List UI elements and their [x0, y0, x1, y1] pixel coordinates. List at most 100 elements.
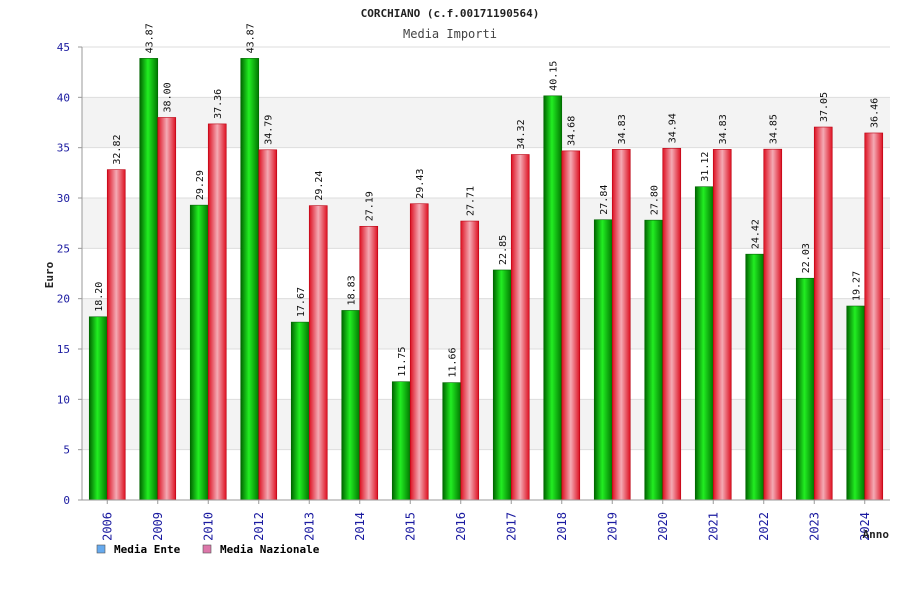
x-tick-label: 2021 [706, 512, 720, 541]
bar-media-ente [240, 58, 260, 501]
y-tick-label: 30 [57, 192, 70, 205]
data-label: 40.15 [549, 61, 560, 91]
x-tick-label: 2006 [100, 512, 114, 541]
data-label: 37.36 [213, 89, 224, 119]
bar-media-nazionale [813, 126, 833, 501]
x-tick-label: 2016 [454, 512, 468, 541]
bar-media-ente [492, 269, 512, 501]
bar-media-nazionale [308, 205, 328, 501]
data-label: 34.83 [718, 114, 729, 144]
x-tick-label: 2013 [302, 512, 316, 541]
data-label: 18.20 [94, 282, 105, 312]
legend: Media Ente Media Nazionale [96, 543, 320, 556]
data-label: 43.87 [246, 23, 257, 53]
bar-media-ente [694, 186, 714, 501]
bar-media-nazionale [157, 117, 177, 501]
x-tick-label: 2024 [858, 512, 872, 541]
legend-swatch-media-ente [96, 544, 106, 554]
bar-media-ente [795, 277, 815, 501]
x-tick-label: 2010 [201, 512, 215, 541]
bar-media-nazionale [460, 220, 480, 501]
legend-label-media-nazionale: Media Nazionale [220, 543, 320, 556]
bar-media-nazionale [561, 150, 581, 501]
y-tick-label: 10 [57, 393, 70, 406]
data-label: 38.00 [163, 82, 174, 112]
bar-media-ente [139, 58, 159, 501]
x-tick-label: 2023 [807, 512, 821, 541]
x-tick-label: 2014 [353, 512, 367, 541]
data-label: 11.66 [448, 348, 459, 378]
y-tick-label: 15 [57, 343, 70, 356]
x-tick-label: 2009 [151, 512, 165, 541]
x-tick-label: 2022 [757, 512, 771, 541]
legend-swatch-media-nazionale [202, 544, 212, 554]
x-tick-label: 2020 [656, 512, 670, 541]
y-tick-label: 25 [57, 242, 70, 255]
data-label: 29.43 [415, 169, 426, 199]
x-tick-label: 2015 [403, 512, 417, 541]
data-label: 34.94 [668, 113, 679, 143]
x-tick-label: 2018 [555, 512, 569, 541]
y-tick-label: 20 [57, 293, 70, 306]
bar-media-ente [442, 382, 462, 501]
bar-media-ente [644, 219, 664, 501]
data-label: 31.12 [700, 152, 711, 182]
data-label: 18.83 [347, 275, 358, 305]
bar-media-ente [189, 204, 209, 501]
bar-media-nazionale [712, 149, 732, 501]
data-label: 11.75 [397, 347, 408, 377]
data-label: 27.80 [650, 185, 661, 215]
data-label: 22.85 [498, 235, 509, 265]
bar-media-nazionale [409, 203, 429, 501]
data-label: 27.71 [466, 186, 477, 216]
bar-media-ente [745, 253, 765, 501]
data-label: 22.03 [801, 243, 812, 273]
y-tick-label: 5 [63, 444, 70, 457]
bar-media-nazionale [359, 225, 379, 501]
bar-media-ente [341, 310, 361, 501]
x-axis-ticks: 2006 2009 2010 2012 2013 2014 2015 2016 2017 2018… [100, 500, 872, 541]
data-label: 34.83 [617, 114, 628, 144]
chart-title: CORCHIANO (c.f.00171190564) [361, 7, 540, 20]
bar-media-nazionale [258, 149, 278, 501]
bar-media-ente [391, 381, 411, 501]
y-tick-label: 40 [57, 91, 70, 104]
bar-media-nazionale [510, 154, 530, 501]
chart-subtitle: Media Importi [403, 27, 497, 41]
x-tick-label: 2017 [504, 512, 518, 541]
y-tick-label: 35 [57, 142, 70, 155]
bar-media-ente [846, 305, 866, 501]
bar-media-nazionale [106, 169, 126, 501]
y-axis-label: Euro [43, 261, 56, 288]
data-label: 17.67 [296, 287, 307, 317]
data-label: 34.79 [264, 115, 275, 145]
plot-band [82, 47, 890, 98]
data-label: 24.42 [751, 219, 762, 249]
bar-media-ente [88, 316, 108, 501]
data-label: 19.27 [852, 271, 863, 301]
y-axis-ticks: 0 5 10 15 20 25 30 35 40 45 [57, 41, 82, 507]
data-label: 29.29 [195, 170, 206, 200]
bar-media-ente [543, 95, 563, 501]
bar-media-nazionale [864, 132, 884, 501]
bars [88, 58, 884, 501]
data-label: 34.68 [567, 116, 578, 146]
value-labels: 18.20 32.82 43.87 38.00 29.29 37.36 43.87 34.79… [94, 23, 881, 377]
data-label: 43.87 [145, 23, 156, 53]
bar-media-nazionale [611, 149, 631, 501]
data-label: 29.24 [314, 171, 325, 201]
data-label: 37.05 [819, 92, 830, 122]
legend-label-media-ente: Media Ente [114, 543, 181, 556]
data-label: 34.85 [769, 114, 780, 144]
data-label: 34.32 [516, 119, 527, 149]
bar-media-nazionale [662, 147, 682, 501]
y-tick-label: 45 [57, 41, 70, 54]
data-label: 32.82 [112, 135, 123, 165]
x-tick-label: 2012 [252, 512, 266, 541]
bar-media-ente [593, 219, 613, 501]
data-label: 27.19 [365, 191, 376, 221]
x-axis-label: Anno [863, 528, 890, 541]
bar-media-ente [290, 321, 310, 501]
data-label: 36.46 [870, 98, 881, 128]
